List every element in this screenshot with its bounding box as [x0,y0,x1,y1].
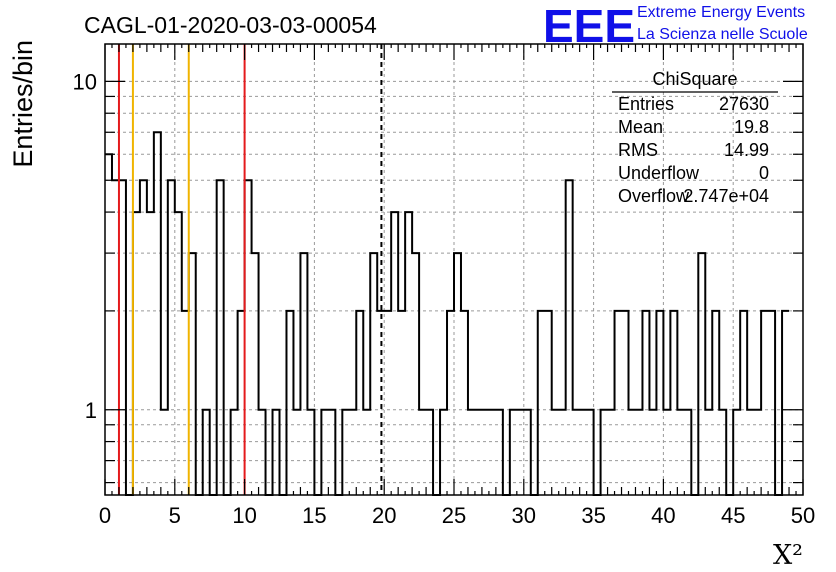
stats-value: 14.99 [724,140,769,160]
logo-mark: EEE [543,0,635,52]
stats-label: RMS [618,140,658,160]
histogram-bin [405,212,412,495]
stats-value: 27630 [719,94,769,114]
histogram-bin [454,253,461,495]
histogram-bin [622,311,629,495]
histogram-bin [461,311,468,495]
reference-lines [117,44,383,495]
histogram-bin [391,212,398,495]
histogram-bin [398,311,405,495]
chart-title: CAGL-01-2020-03-03-00054 [84,12,377,38]
x-tick-label: 10 [232,503,256,528]
histogram-bin [112,180,119,495]
logo-line-2: La Scienza nelle Scuole [637,26,808,43]
histogram-bin [782,311,789,495]
eee-logo: EEE Extreme Energy Events La Scienza nel… [543,0,808,52]
histogram-bin [140,180,147,495]
histogram-bin [356,311,363,495]
histogram-bin [670,311,677,495]
stats-label: Underflow [618,163,700,183]
histogram-bin [447,311,454,495]
tick-labels: 0 5 10 15 20 25 30 35 40 45 50 1 10 [73,69,816,528]
histogram-bin [189,253,196,495]
histogram-bin [384,311,391,495]
stats-value: 2.747e+04 [683,186,769,206]
x-tick-label: 5 [169,503,181,528]
histogram-bin [538,311,545,495]
histogram-bin [740,311,747,495]
histogram-bin [698,253,705,495]
histogram-bin [642,311,649,495]
histogram-bin [238,311,245,495]
histogram-bin [245,180,252,495]
x-tick-label: 0 [99,503,111,528]
x-tick-label: 30 [512,503,536,528]
x-tick-label: 40 [651,503,675,528]
stats-value: 0 [759,163,769,183]
histogram-bin [615,311,622,495]
histogram-bin [252,253,259,495]
x-tick-label: 35 [581,503,605,528]
histogram-bin [712,311,719,495]
stats-value: 19.8 [734,117,769,137]
y-tick-label: 10 [73,69,97,94]
histogram-bin [370,253,377,495]
histogram-bin [217,180,224,495]
y-tick-label: 1 [85,398,97,423]
histogram-bin [545,311,552,495]
axes [104,43,804,496]
histogram-bin [154,132,161,495]
x-tick-label: 25 [442,503,466,528]
x-tick-label: 45 [721,503,745,528]
stats-name: ChiSquare [652,69,737,89]
x-tick-label: 20 [372,503,396,528]
stats-label: Entries [618,94,674,114]
histogram-bin [105,154,112,495]
x-tick-label: 15 [302,503,326,528]
histogram-bin [175,212,182,495]
y-axis-label: Entries/bin [8,40,38,168]
stats-label: Overflow [618,186,690,206]
stats-box: ChiSquare Entries 27630 Mean 19.8 RMS 14.99 Und… [612,69,778,206]
histogram-bin [133,212,140,495]
histogram-bin [147,212,154,495]
x-axis-label: X² [773,540,803,571]
logo-line-1: Extreme Energy Events [637,4,805,21]
histogram-bin [119,180,126,495]
histogram-bin [566,180,573,495]
stats-label: Mean [618,117,663,137]
histogram-bin [761,311,768,495]
histogram-bin [412,253,419,495]
histogram-bin [168,180,175,495]
histogram-bin [656,311,663,495]
histogram-bin [300,253,307,495]
histogram-bin [286,311,293,495]
histogram-bin [182,311,189,495]
histogram-bin [768,311,775,495]
x-tick-label: 50 [791,503,815,528]
